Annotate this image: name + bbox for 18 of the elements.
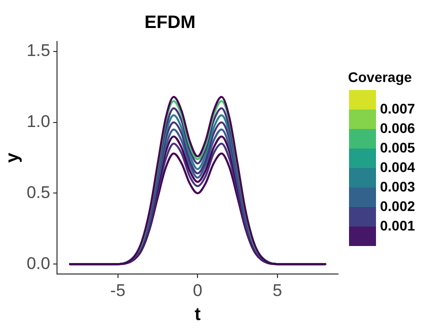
x-tick-label: -5 bbox=[110, 280, 126, 300]
y-tick-label: 1.0 bbox=[26, 112, 50, 132]
color-bar-label: 0.004 bbox=[380, 158, 416, 175]
color-bar-label: 0.003 bbox=[380, 178, 416, 194]
y-tick-label: 1.5 bbox=[26, 41, 50, 60]
y-axis-title: y bbox=[2, 152, 22, 163]
color-bar-label: 0.002 bbox=[380, 198, 416, 214]
x-tick-label: 0 bbox=[192, 280, 202, 300]
y-tick-label: 0.0 bbox=[26, 254, 50, 273]
x-tick-label: 5 bbox=[272, 280, 282, 300]
color-bar-title: Coverage bbox=[348, 69, 412, 85]
chart-title: EFDM bbox=[144, 12, 196, 32]
color-bar-label: 0.001 bbox=[380, 217, 416, 234]
color-bar-label: 0.006 bbox=[380, 120, 416, 136]
x-axis-title: t bbox=[194, 304, 201, 324]
y-tick-label: 0.5 bbox=[26, 182, 50, 202]
color-bar-label: 0.005 bbox=[380, 139, 416, 156]
color-bar-label: 0.007 bbox=[380, 100, 416, 116]
